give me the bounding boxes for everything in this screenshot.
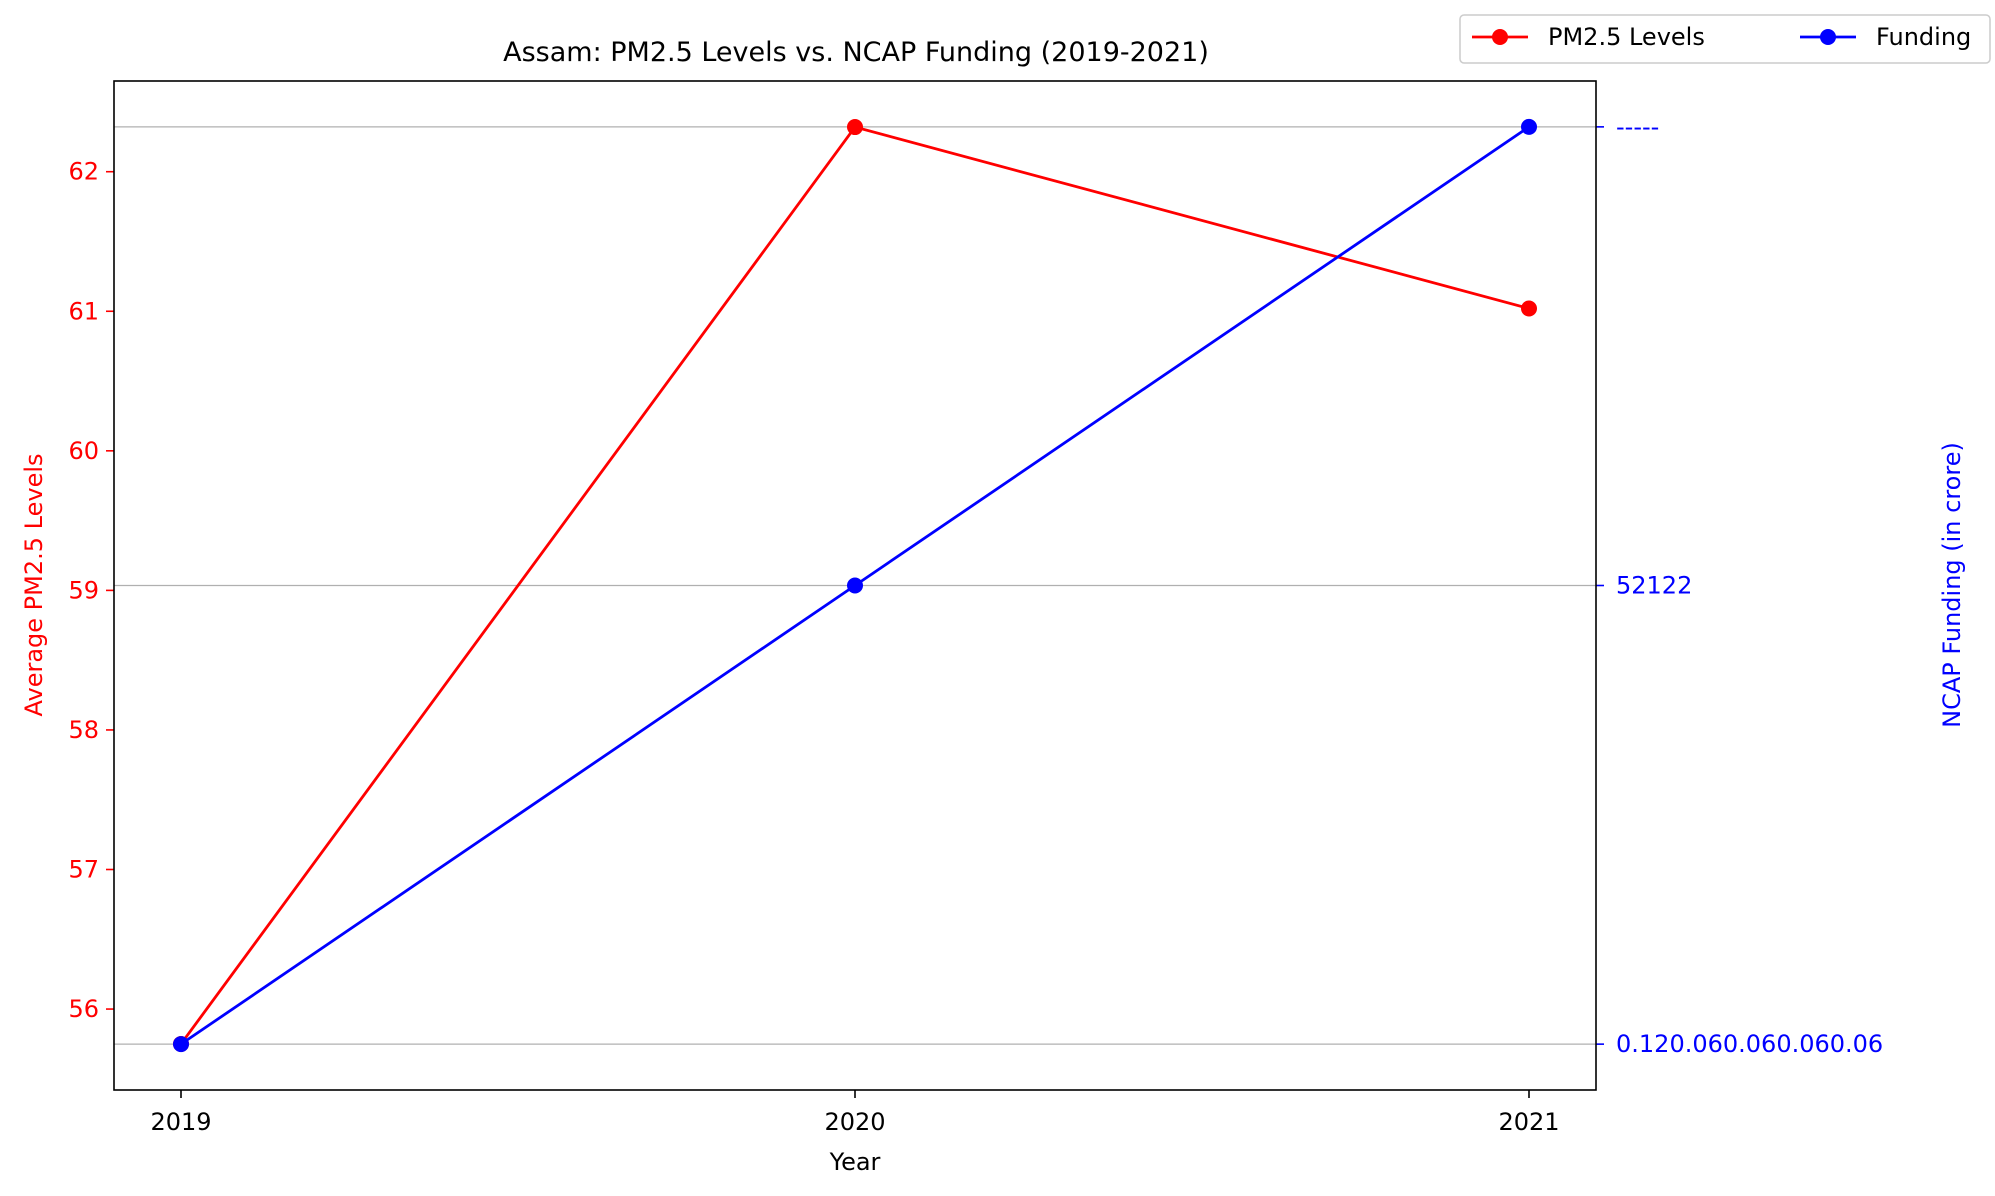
right-y-axis-label: NCAP Funding (in crore) (1938, 442, 1966, 728)
data-point (1521, 118, 1537, 135)
right-y-tick-label: 0.120.060.060.060.06 (1616, 1030, 1883, 1058)
data-point (1521, 300, 1537, 317)
legend-swatch-marker (1492, 29, 1508, 45)
left-y-tick-label: 58 (68, 716, 99, 744)
left-y-tick-label: 56 (68, 995, 99, 1023)
left-y-axis: 56 57 58 59 60 61 62 (68, 158, 114, 1023)
left-y-tick-label: 62 (68, 158, 99, 186)
left-y-tick-label: 59 (68, 576, 99, 604)
right-y-tick-label: ----- (1616, 113, 1659, 141)
legend: PM2.5 Levels Funding (1459, 14, 1991, 64)
chart-title: Assam: PM2.5 Levels vs. NCAP Funding (20… (503, 37, 1209, 68)
legend-label: Funding (1876, 23, 1971, 51)
right-y-tick-label: 52122 (1616, 572, 1692, 600)
x-tick-label: 2019 (150, 1108, 211, 1136)
left-y-tick-label: 60 (68, 437, 99, 465)
left-y-tick-label: 57 (68, 855, 99, 883)
x-axis: 2019 2020 2021 (150, 1090, 1560, 1136)
data-point (847, 577, 863, 594)
data-point (173, 1036, 189, 1053)
data-point (847, 119, 863, 136)
legend-box (1459, 14, 1991, 64)
series-layer (173, 118, 1537, 1053)
plot-frame (113, 80, 1597, 1091)
legend-label: PM2.5 Levels (1548, 23, 1705, 51)
legend-swatch-marker (1820, 29, 1836, 45)
left-y-tick-label: 61 (68, 297, 99, 325)
left-y-axis-label: Average PM2.5 Levels (20, 453, 48, 716)
right-y-axis: 0.120.060.060.060.06 52122 ----- (1596, 113, 1883, 1058)
x-tick-label: 2020 (824, 1108, 885, 1136)
x-axis-label: Year (829, 1148, 881, 1176)
x-tick-label: 2021 (1498, 1108, 1559, 1136)
